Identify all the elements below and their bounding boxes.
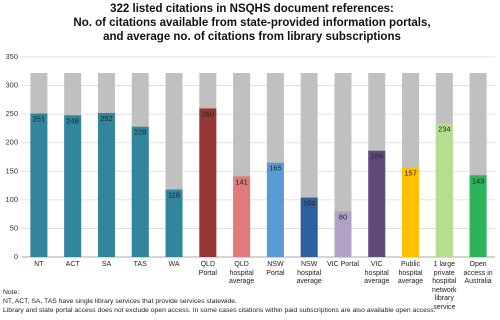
note: Library and state portal access does not… <box>3 307 436 314</box>
x-tick-label: VIC Portal <box>327 261 359 268</box>
chart-title: 322 listed citations in NSQHS document r… <box>110 3 394 15</box>
bar <box>199 108 217 257</box>
note: Note: <box>3 289 20 296</box>
x-tick-label: Open access in Australia <box>463 261 493 285</box>
bar <box>30 113 48 257</box>
x-tick-label: Public hospital average <box>397 261 424 285</box>
y-tick-label: 350 <box>5 52 18 61</box>
bar <box>334 211 352 257</box>
y-tick-label: 150 <box>5 166 18 175</box>
value-label: 80 <box>339 212 347 221</box>
bar <box>131 126 149 257</box>
bar <box>402 167 420 257</box>
note: NT, ACT, SA, TAS have single library ser… <box>3 298 237 305</box>
x-tick-label: WA <box>168 261 180 268</box>
y-tick-label: 250 <box>5 109 18 118</box>
bar <box>435 123 453 258</box>
bar <box>97 113 115 257</box>
bar <box>233 176 251 257</box>
total-bar <box>334 73 352 257</box>
value-label: 143 <box>472 176 485 185</box>
value-label: 157 <box>404 168 417 177</box>
x-tick-label: NSW Portal <box>266 261 285 277</box>
value-label: 228 <box>134 128 147 137</box>
value-label: 251 <box>33 115 46 124</box>
chart-title: No. of citations available from state-pr… <box>73 17 430 29</box>
x-tick-label: NT <box>34 261 44 268</box>
x-tick-label: QLD Portal <box>198 261 217 277</box>
value-label: 260 <box>202 109 215 118</box>
value-label: 104 <box>303 199 316 208</box>
value-label: 118 <box>168 191 180 200</box>
x-tick-label: VIC hospital average <box>364 261 390 285</box>
y-tick-label: 100 <box>5 195 18 204</box>
y-tick-label: 200 <box>5 138 18 147</box>
bar <box>266 162 284 257</box>
x-tick-label: QLD hospital average <box>228 261 255 285</box>
value-label: 234 <box>438 124 451 133</box>
bar <box>64 115 82 258</box>
x-tick-label: NSW hospital average <box>296 261 322 285</box>
chart-title: and average no. of citations from librar… <box>103 31 401 43</box>
value-label: 141 <box>235 177 248 186</box>
bar <box>469 175 487 257</box>
x-tick-label: ACT <box>65 261 80 268</box>
y-tick-label: 0 <box>14 252 18 261</box>
bar <box>300 197 318 257</box>
y-tick-label: 300 <box>5 81 18 90</box>
x-tick-label: TAS <box>133 261 147 268</box>
value-label: 186 <box>370 152 383 161</box>
y-tick-label: 50 <box>10 223 18 232</box>
x-tick-label: 1 large private hospital network library… <box>432 261 457 311</box>
bar <box>165 189 183 257</box>
value-label: 252 <box>100 114 113 123</box>
bar <box>368 150 386 257</box>
value-label: 248 <box>66 116 79 125</box>
x-tick-label: SA <box>101 261 112 268</box>
value-label: 165 <box>269 164 282 173</box>
